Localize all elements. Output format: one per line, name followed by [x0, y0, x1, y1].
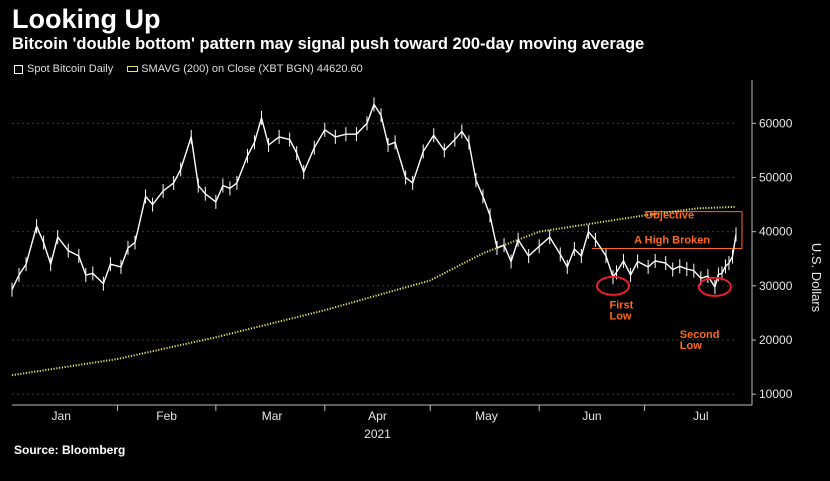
chart-title: Looking Up	[12, 4, 161, 34]
y-tick-label-1: 20000	[759, 333, 793, 347]
low-circle-0	[595, 275, 630, 296]
y-tick-label-3: 40000	[759, 225, 793, 239]
annotation-label-5: Low	[680, 340, 702, 352]
y-axis-title: U.S. Dollars	[809, 243, 824, 313]
y-tick-label-4: 50000	[759, 171, 793, 185]
annotation-label-4: Second	[680, 329, 720, 341]
y-tick-label-0: 10000	[759, 387, 793, 401]
annotation-label-1: A High Broken	[634, 235, 710, 247]
x-tick-label-5: Jun	[582, 409, 601, 423]
x-tick-label-3: Apr	[368, 409, 387, 423]
sma-line	[11, 205, 737, 377]
x-tick-label-0: Jan	[52, 409, 71, 423]
y-tick-label-5: 60000	[759, 116, 793, 130]
legend-price-label: Spot Bitcoin Daily	[27, 63, 114, 75]
price-series	[11, 97, 737, 297]
price-legend-swatch	[14, 64, 23, 74]
annotation-label-2: First	[609, 300, 633, 312]
chart-subtitle: Bitcoin 'double bottom' pattern may sign…	[12, 35, 645, 53]
chart-legend: Spot Bitcoin Daily SMAVG (200) on Close …	[14, 63, 363, 75]
low-circle-1	[697, 276, 732, 297]
annotation-lines	[591, 211, 743, 249]
sma-series	[11, 205, 737, 377]
x-tick-label-2: Mar	[262, 409, 283, 423]
price-line	[11, 103, 737, 290]
gridlines	[12, 122, 736, 395]
annotation-label-0: Objective	[645, 210, 695, 222]
low-circles	[595, 275, 732, 297]
x-tick-label-6: Jul	[693, 409, 708, 423]
x-axis-year-label: 2021	[364, 427, 391, 441]
source-note: Source: Bloomberg	[14, 443, 126, 457]
y-tick-label-2: 30000	[759, 279, 793, 293]
x-tick-label-4: May	[475, 409, 498, 423]
sma-legend-swatch	[127, 66, 139, 72]
legend-sma-label: SMAVG (200) on Close (XBT BGN) 44620.60	[141, 63, 363, 75]
x-tick-label-1: Feb	[156, 409, 177, 423]
axes: 10000 20000 30000 40000 50000 60000 Jan Feb Mar A…	[12, 80, 824, 441]
annotation-label-3: Low	[609, 310, 631, 322]
